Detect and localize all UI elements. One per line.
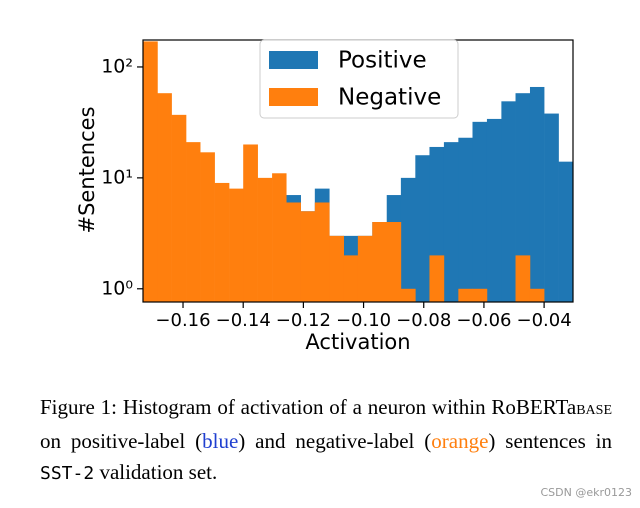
x-tick-label: −0.16 [155,310,210,331]
bar [472,288,488,302]
bar [200,152,215,302]
bar [214,182,230,302]
x-axis-label: Activation [305,330,410,354]
bar [300,211,316,302]
bar [400,288,416,302]
bar [243,144,258,302]
bar [458,288,473,302]
legend-label: Positive [338,48,427,74]
bar [372,222,388,302]
caption-text: Figure 1: Histogram of activation of a n… [40,395,577,419]
bar [486,118,502,302]
bar [157,93,172,302]
bar [229,188,244,302]
x-tick-label: −0.14 [216,310,271,331]
y-axis-label: #Sentences [75,106,99,233]
chart: #Sentences Activation −0.16 −0.14 −0.12 −0.… [75,39,574,354]
bar [515,255,531,302]
bar [558,161,574,302]
bar [515,93,531,302]
y-tick-label: 10¹ [101,166,133,188]
bar [272,173,287,302]
bar [443,142,459,302]
x-tick-label: −0.06 [456,310,511,331]
bar [329,235,345,302]
legend-label: Negative [338,85,441,111]
bar [343,255,359,302]
bar [386,222,402,302]
bar [143,41,158,302]
legend-swatch [269,88,318,106]
bar [186,142,201,302]
bar [529,86,545,302]
caption-text: validation set. [94,460,218,484]
watermark: CSDN @ekr0123 [540,486,632,499]
bar [286,202,301,302]
caption-code: SST-2 [40,463,95,484]
bar [429,255,445,302]
x-tick-label: −0.10 [336,310,391,331]
x-tick-label: −0.08 [396,310,451,331]
y-tick-label: 10² [101,55,133,77]
x-tick-label: −0.04 [517,310,572,331]
caption-subscript: BASE [576,403,612,418]
caption-text: ) sentences in [488,429,612,453]
bar [501,101,516,302]
x-tick-label: −0.12 [276,310,331,331]
caption-text: ) and negative-label ( [238,429,432,453]
bar [472,121,488,302]
caption-orange: orange [431,429,489,453]
bar [400,177,416,302]
bar [257,177,273,302]
caption-text: on positive-label ( [40,429,203,453]
bar [458,137,473,302]
y-tick-label: 10⁰ [101,277,133,299]
bar [357,235,373,302]
bar [314,202,330,302]
caption: Figure 1: Histogram of activation of a n… [40,392,612,489]
legend-swatch [269,51,318,69]
bar [544,113,559,303]
bar [529,288,545,302]
bar [415,155,430,302]
bar [171,114,187,302]
caption-blue: blue [202,429,239,453]
